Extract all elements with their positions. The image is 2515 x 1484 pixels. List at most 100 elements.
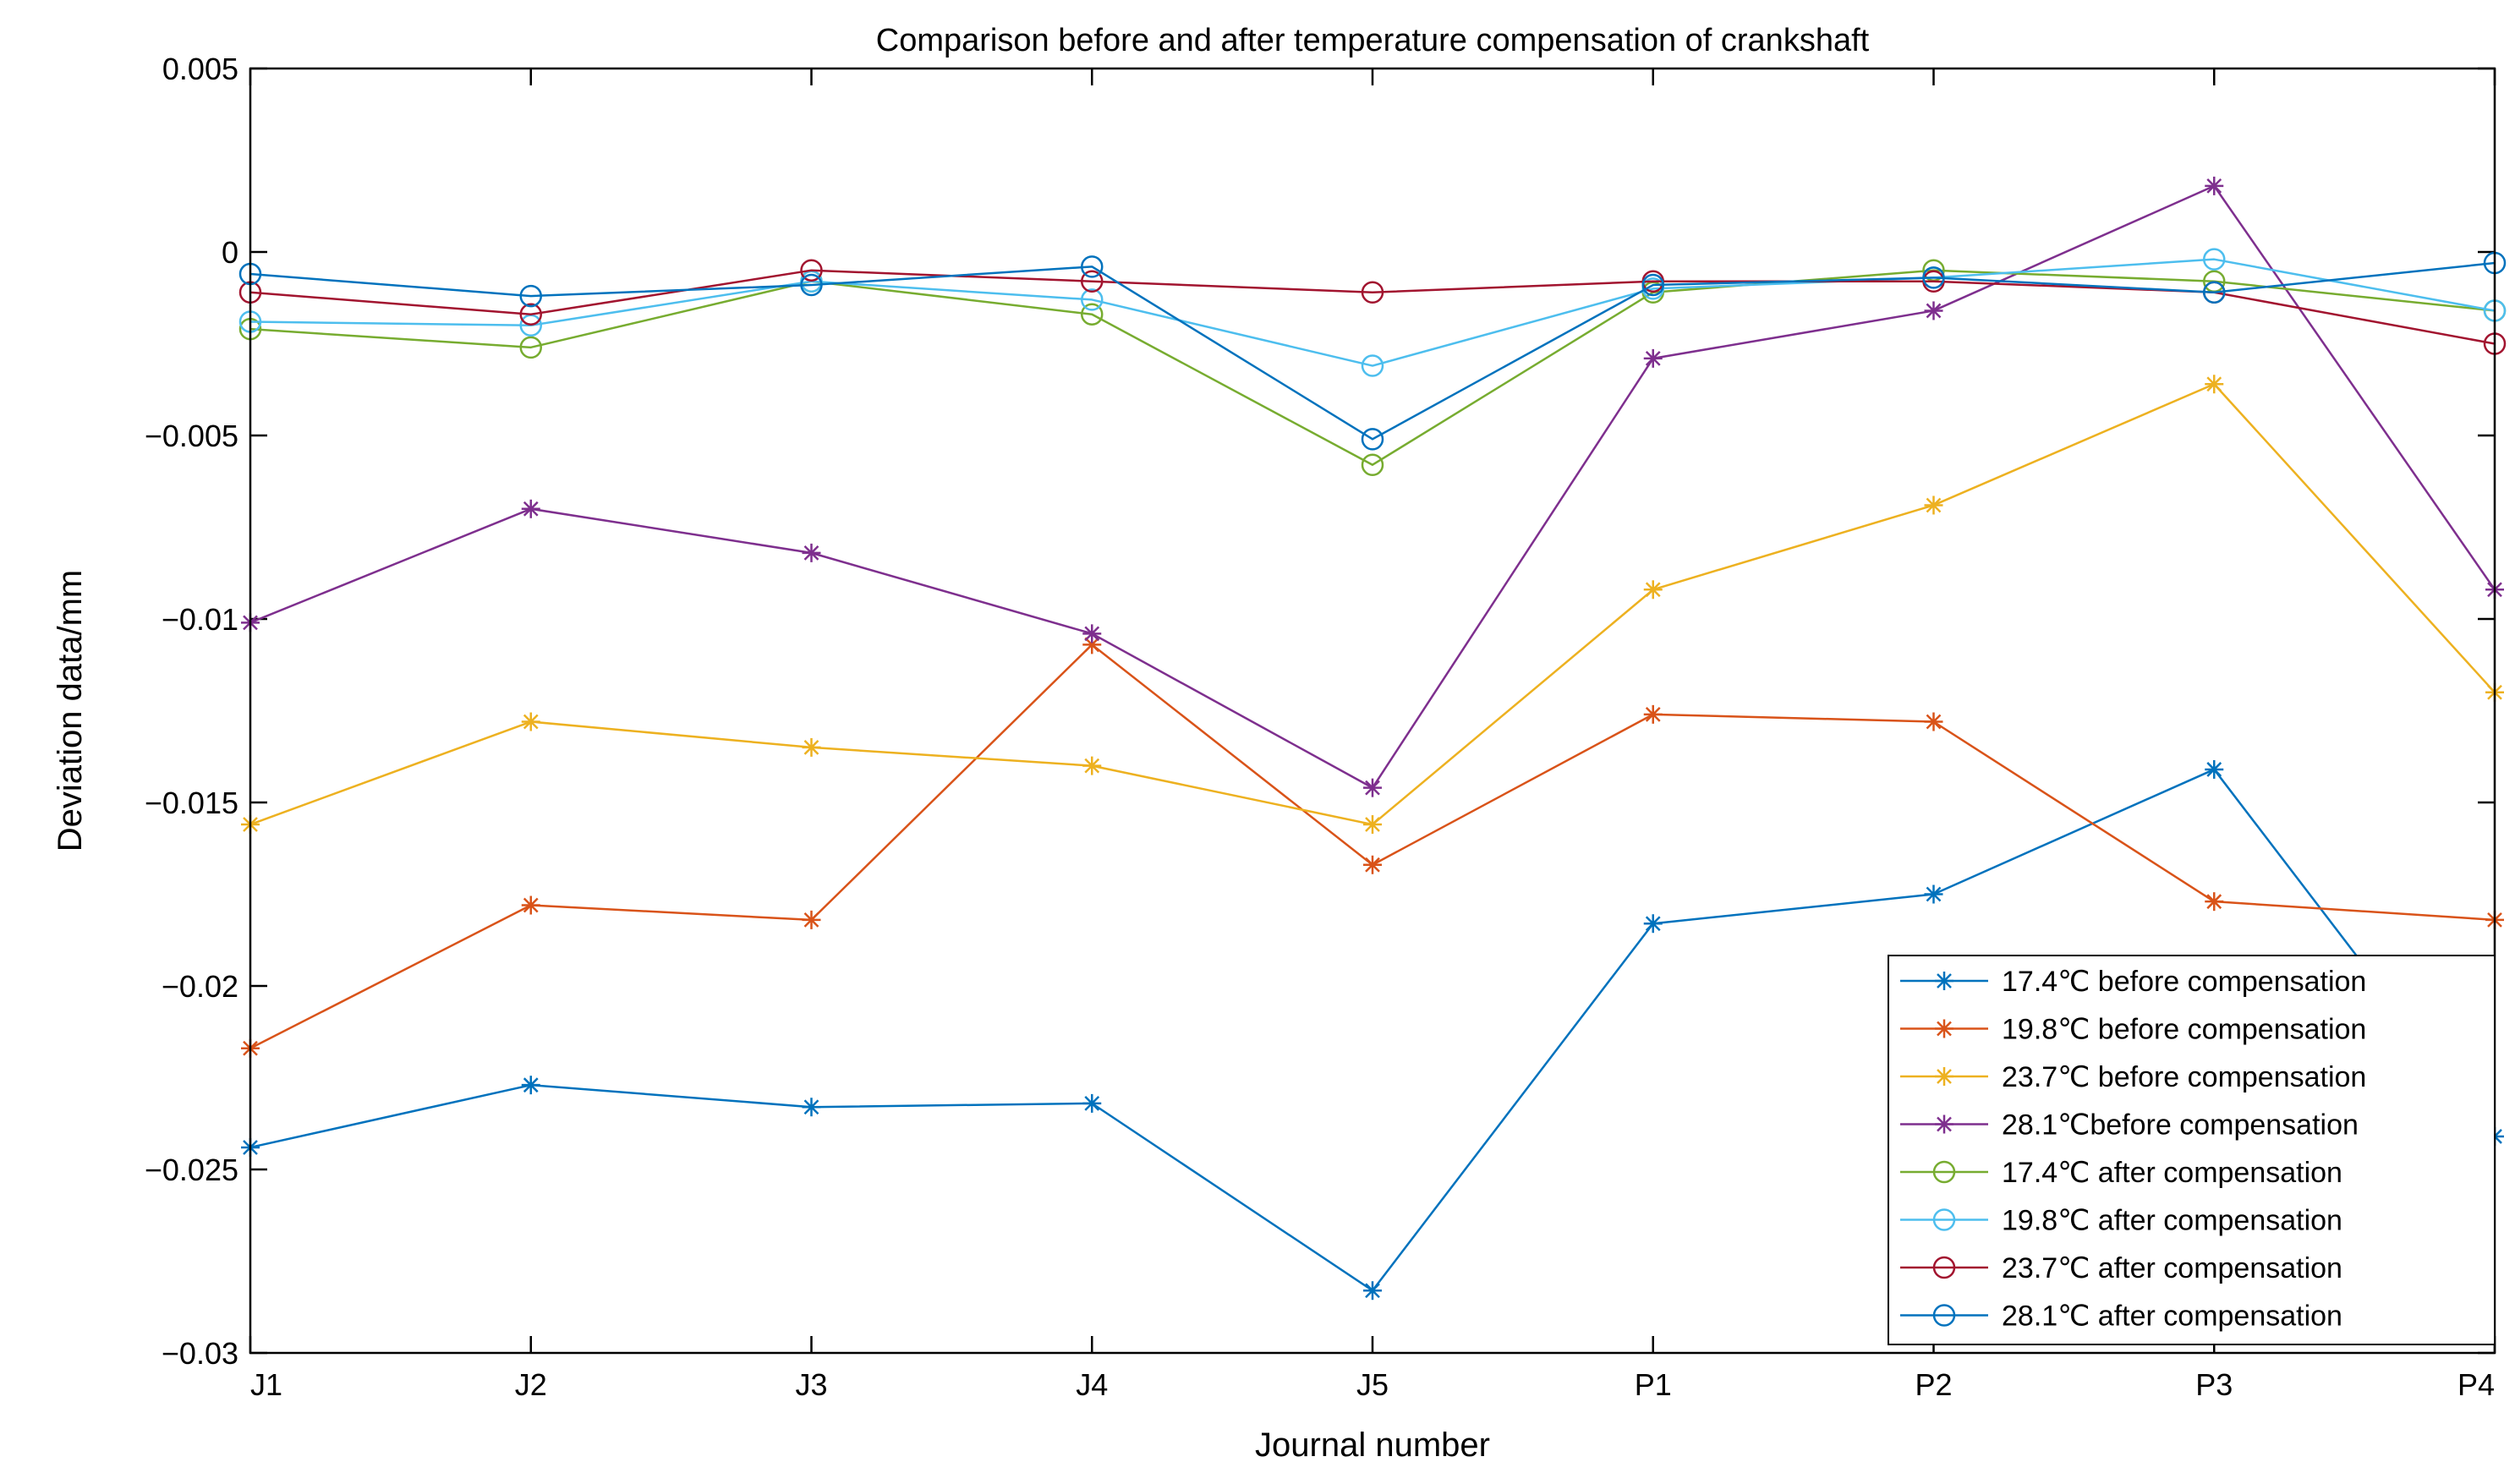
data-point [1081,255,1104,278]
y-tick-label: −0.015 [145,786,238,820]
data-point [1081,303,1104,326]
x-tick-label: P3 [2195,1367,2233,1402]
x-tick-label: J1 [250,1367,282,1402]
data-point [2203,281,2226,304]
series-line [249,269,2496,466]
legend-label: 19.8℃ after compensation [2002,1205,2342,1237]
data-point [1924,712,1943,731]
data-point [1643,580,1663,600]
legend-label: 28.1℃ after compensation [2002,1301,2342,1333]
data-point [2205,892,2224,912]
legend-item: 17.4℃ after compensation [1900,1157,2342,1189]
data-point [519,303,542,326]
legend-swatch-marker [1935,972,1953,990]
legend-label: 23.7℃ before compensation [2002,1061,2366,1093]
legend: 17.4℃ before compensation 19.8℃ before co… [1888,955,2496,1345]
legend-swatch-marker [1935,1067,1953,1086]
data-point [802,737,821,757]
legend-swatch-marker [1932,1160,1956,1184]
data-point [1643,914,1663,934]
data-point [1082,756,1102,775]
y-tick-label: 0 [222,235,238,270]
data-point [1924,301,1943,320]
data-point [1081,270,1104,293]
y-tick-label: −0.005 [145,419,238,453]
data-point [1641,273,1664,297]
legend-label: 23.7℃ after compensation [2002,1252,2342,1284]
data-point [1082,1093,1102,1113]
x-tick-label: J5 [1356,1367,1389,1402]
legend-item: 28.1℃before compensation [1900,1109,2359,1142]
data-point [1922,266,1945,289]
data-point [1924,496,1943,515]
legend-label: 17.4℃ after compensation [2002,1157,2342,1189]
y-tick-label: −0.03 [162,1336,238,1371]
x-axis-label: Journal number [1255,1427,1490,1464]
legend-swatch-marker [1932,1256,1956,1279]
legend-box [1888,955,2496,1345]
data-point [1082,624,1102,643]
plot-frame [249,67,2496,1355]
data-point [1643,348,1663,368]
x-tick-label: P4 [2457,1367,2495,1402]
series-4 [241,176,2504,797]
data-point [521,712,540,731]
data-point [1363,815,1382,835]
legend-swatch-marker [1935,1019,1953,1038]
legend-swatch-marker [1932,1304,1956,1327]
legend-label: 28.1℃before compensation [2002,1109,2359,1142]
y-tick-label: −0.02 [162,969,238,1004]
data-point [521,499,540,518]
legend-item: 23.7℃ before compensation [1900,1061,2366,1093]
data-point [800,273,823,297]
legend-item: 19.8℃ before compensation [1900,1014,2366,1046]
data-point [521,1076,540,1095]
series-8 [238,251,2507,451]
series-line [249,269,2496,345]
data-point [1363,778,1382,797]
x-tick-label: J3 [795,1367,827,1402]
legend-item: 28.1℃ after compensation [1900,1301,2342,1333]
series-3 [241,375,2504,835]
legend-label: 17.4℃ before compensation [2002,966,2366,998]
series-layer [238,176,2507,1301]
x-tick-label: P2 [1915,1367,1952,1402]
data-point [1363,1281,1382,1301]
data-point [2205,176,2224,195]
data-point [1361,281,1384,304]
series-line [249,261,2496,441]
data-point [1363,855,1382,874]
data-point [2203,248,2226,271]
data-point [802,1098,821,1117]
data-point [1081,288,1104,311]
series-line [249,258,2496,367]
series-2 [241,635,2504,1058]
data-point [521,895,540,915]
data-point [802,910,821,929]
x-tick-label: P1 [1635,1367,1672,1402]
y-tick-label: −0.025 [145,1153,238,1187]
data-point [519,284,542,308]
chart-title: Comparison before and after temperature … [876,23,1870,58]
legend-item: 17.4℃ before compensation [1900,966,2366,998]
x-tick-label: J2 [515,1367,547,1402]
legend-item: 19.8℃ after compensation [1900,1205,2342,1237]
data-point [1361,354,1384,377]
legend-label: 19.8℃ before compensation [2002,1014,2366,1046]
legend-swatch-marker [1935,1114,1953,1134]
data-point [519,336,542,359]
data-point [2205,759,2224,779]
y-tick-label: −0.01 [162,602,238,637]
y-axis-label: Deviation data/mm [52,570,89,852]
legend-item: 23.7℃ after compensation [1900,1252,2342,1284]
data-point [1643,704,1663,724]
data-point [2205,375,2224,394]
data-point [802,543,821,562]
y-axis-ticks: 0.005 0 −0.005 −0.01 −0.015 −0.02 −0.025 −0.03 [145,52,2495,1371]
legend-swatch-marker [1932,1208,1956,1231]
data-point [800,259,823,282]
x-tick-label: J4 [1076,1367,1108,1402]
y-tick-label: 0.005 [162,52,238,86]
data-point [1361,453,1384,476]
